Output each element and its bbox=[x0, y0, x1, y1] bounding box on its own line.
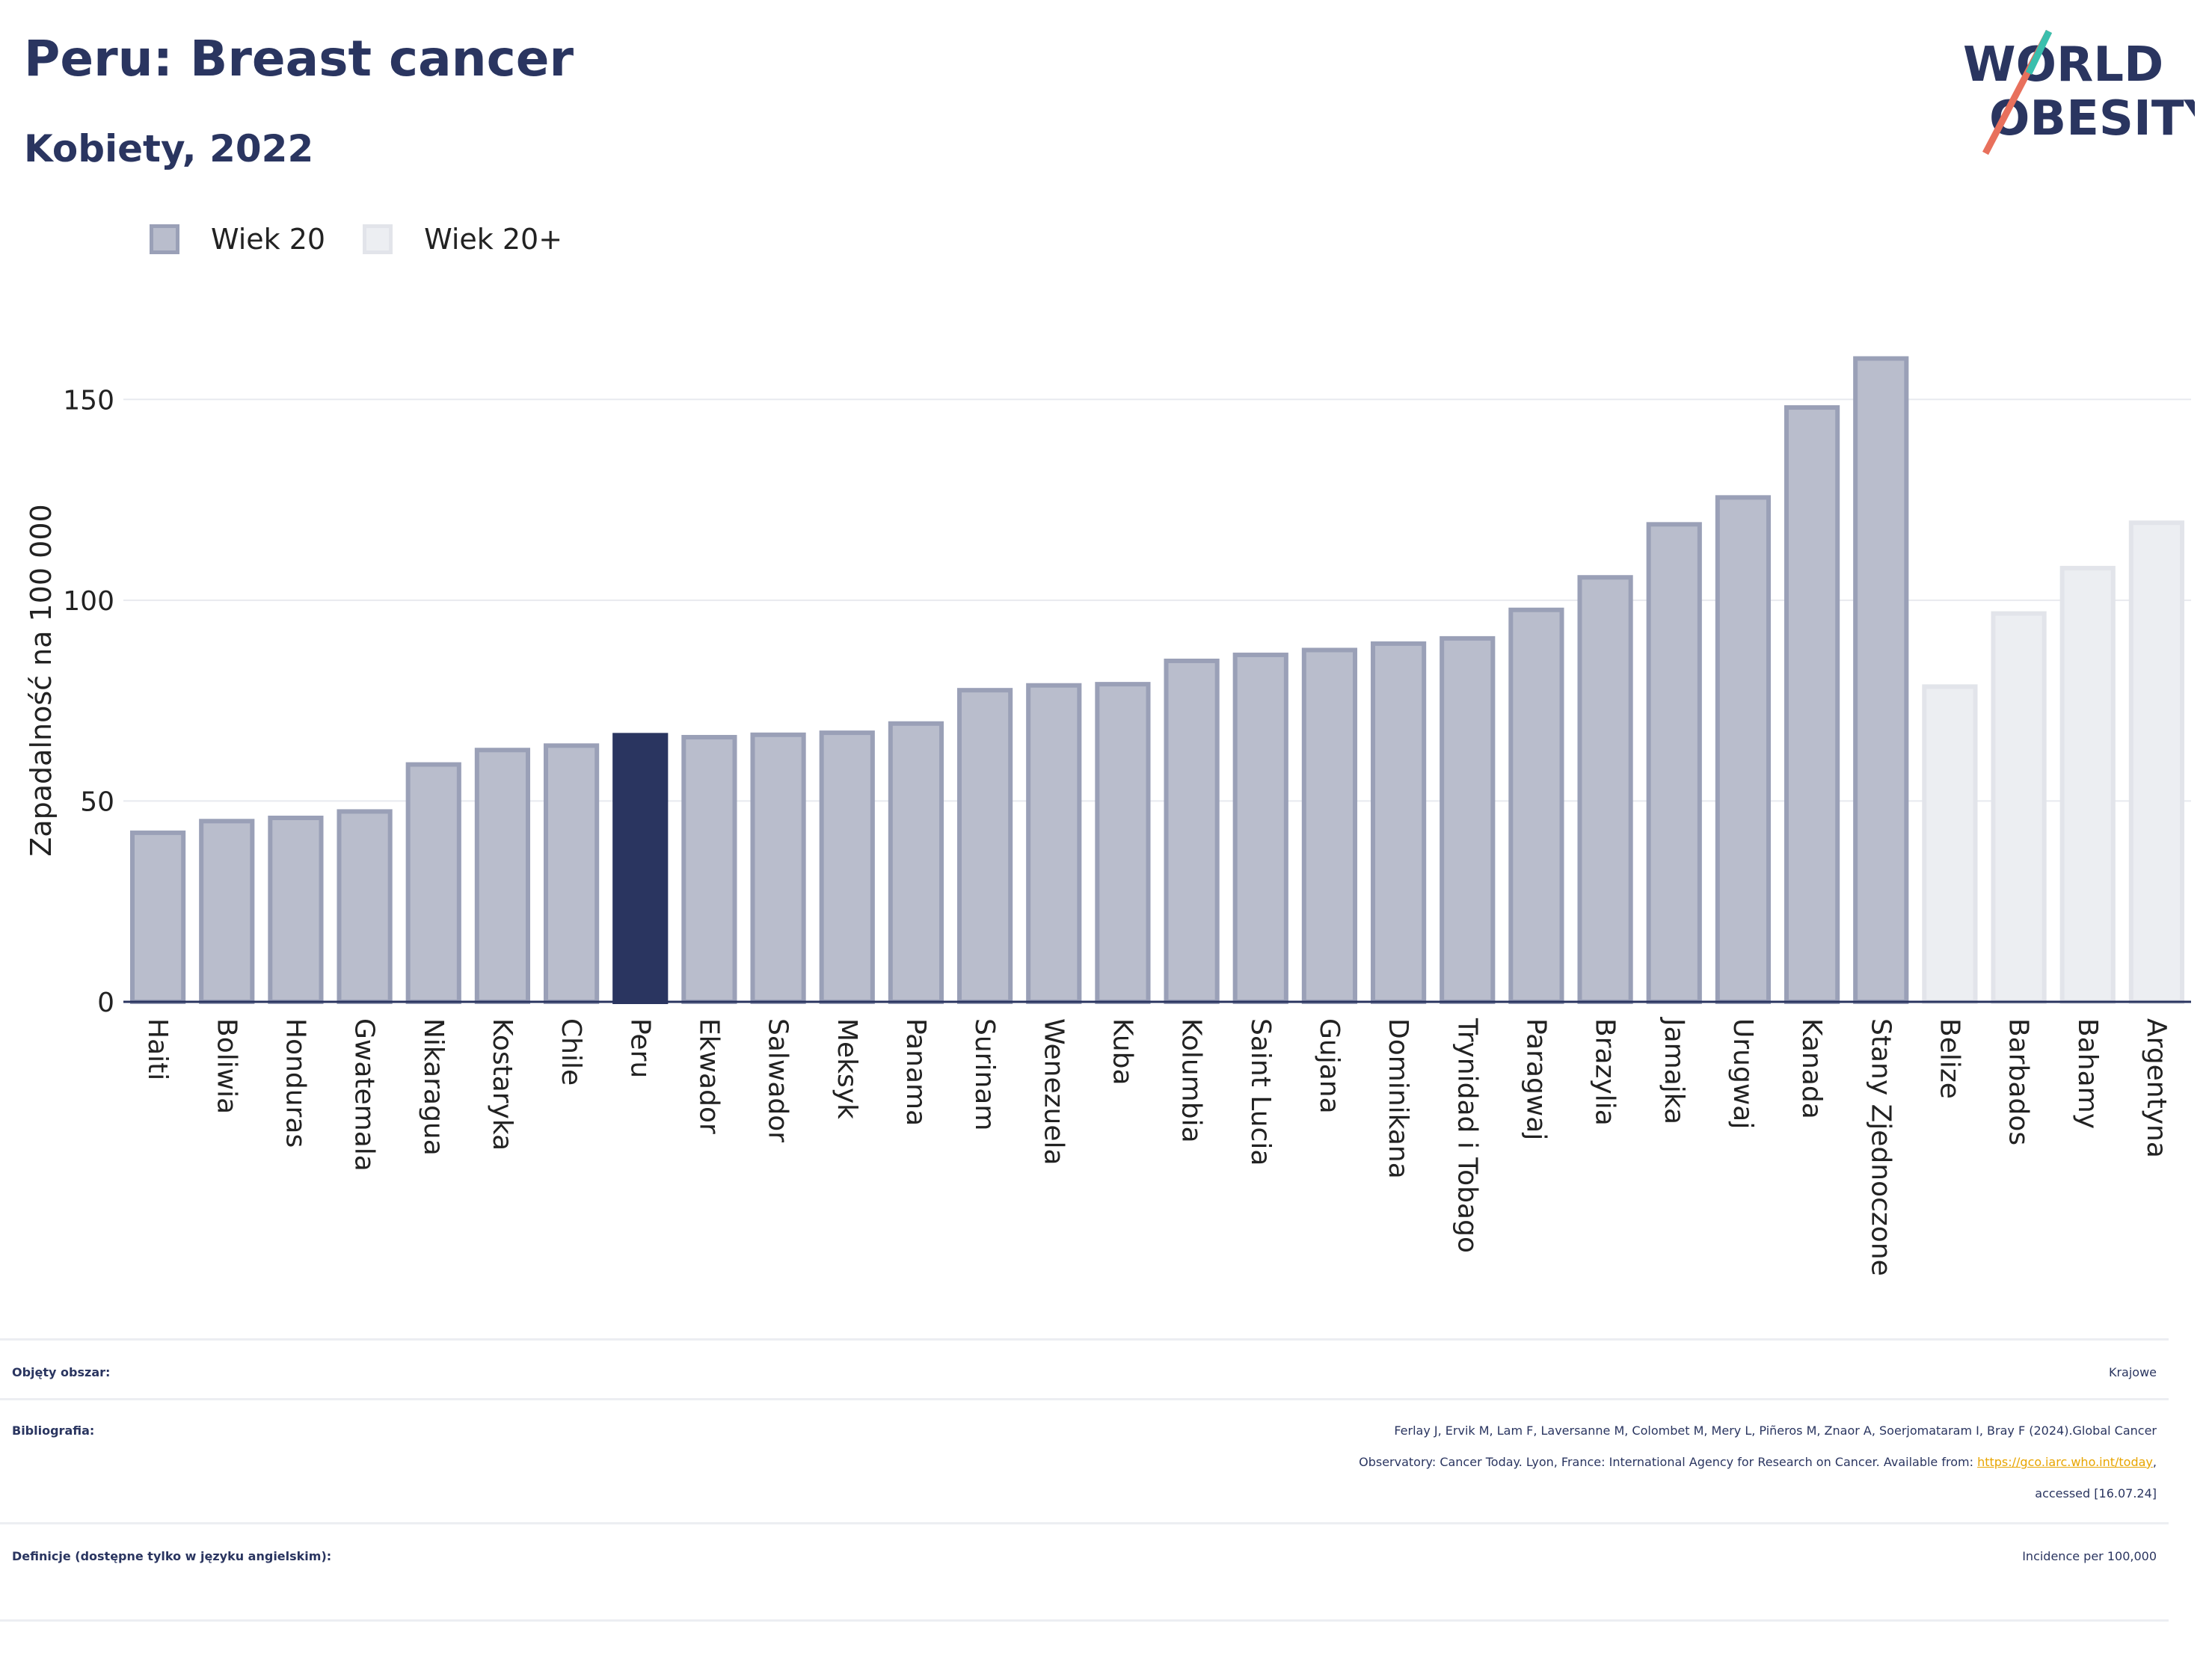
bibliography-link[interactable]: https://gco.iarc.who.int/today bbox=[1977, 1455, 2153, 1469]
bar-dominikana bbox=[1370, 641, 1427, 1004]
legend-swatch bbox=[363, 224, 393, 254]
x-tick-label: Meksyk bbox=[832, 1018, 862, 1119]
area-label: Objęty obszar: bbox=[12, 1365, 111, 1379]
bar-salwador bbox=[750, 732, 806, 1004]
x-tick-label: Boliwia bbox=[211, 1018, 242, 1114]
bar-surinam bbox=[956, 688, 1013, 1004]
x-tick-label: Urugwaj bbox=[1727, 1018, 1758, 1129]
legend-label: Wiek 20+ bbox=[424, 223, 563, 256]
x-tick-label: Wenezuela bbox=[1038, 1018, 1069, 1166]
legend-item-wiek-20[interactable]: Wiek 20 bbox=[150, 223, 325, 256]
x-tick-label: Panama bbox=[900, 1018, 931, 1126]
bar-haiti bbox=[129, 830, 186, 1004]
bar-kuba bbox=[1095, 682, 1151, 1004]
bar-paragwaj bbox=[1508, 607, 1564, 1004]
bibliography-line-3: accessed [16.07.24] bbox=[2035, 1486, 2157, 1500]
bar-jamajka bbox=[1646, 522, 1702, 1004]
bar-kanada bbox=[1784, 405, 1840, 1004]
info-row-bibliography: Bibliografia: Ferlay J, Ervik M, Lam F, … bbox=[0, 1398, 2169, 1524]
bibliography-line-2: Observatory: Cancer Today. Lyon, France:… bbox=[511, 1447, 2157, 1478]
world-obesity-logo: WORLD OBESITY bbox=[1963, 30, 2195, 156]
bar-belize bbox=[1922, 684, 1978, 1004]
x-tick-label: Gujana bbox=[1314, 1018, 1345, 1114]
x-tick-label: Dominikana bbox=[1383, 1018, 1413, 1179]
x-tick-label: Kuba bbox=[1107, 1018, 1137, 1086]
bar-stany-zjednoczone bbox=[1853, 356, 1909, 1005]
x-tick-label: Jamajka bbox=[1659, 1017, 1689, 1124]
bar-kostaryka bbox=[474, 748, 531, 1004]
bibliography-comma: , bbox=[2152, 1455, 2157, 1469]
logo-word-1: WORLD bbox=[1963, 37, 2163, 93]
bibliography-value: Ferlay J, Ervik M, Lam F, Laversanne M, … bbox=[511, 1415, 2157, 1509]
bar-wenezuela bbox=[1026, 683, 1082, 1005]
y-tick-label: 150 bbox=[63, 385, 114, 416]
bar-panama bbox=[888, 721, 944, 1004]
bar-urugwaj bbox=[1715, 495, 1772, 1004]
x-tick-label: Nikaragua bbox=[418, 1018, 449, 1156]
x-tick-label: Peru bbox=[624, 1018, 655, 1078]
bar-kolumbia bbox=[1164, 658, 1220, 1004]
x-tick-label: Trynidad i Tobago bbox=[1451, 1018, 1482, 1253]
bar-ekwador bbox=[681, 735, 737, 1004]
bar-trynidad-i-tobago bbox=[1440, 635, 1496, 1004]
bar-barbados bbox=[1991, 611, 2047, 1004]
bar-bahamy bbox=[2059, 565, 2116, 1004]
definitions-label: Definicje (dostępne tylko w języku angie… bbox=[12, 1549, 332, 1563]
x-tick-label: Belize bbox=[1934, 1018, 1964, 1099]
x-tick-label: Honduras bbox=[280, 1018, 310, 1148]
legend-label: Wiek 20 bbox=[211, 223, 326, 256]
bibliography-text: Observatory: Cancer Today. Lyon, France:… bbox=[1359, 1455, 1978, 1469]
legend-swatch bbox=[150, 224, 179, 254]
page-subtitle: Kobiety, 2022 bbox=[24, 127, 314, 170]
x-tick-label: Surinam bbox=[969, 1018, 1000, 1130]
bibliography-line-1: Ferlay J, Ervik M, Lam F, Laversanne M, … bbox=[1394, 1423, 2157, 1438]
x-tick-label: Kolumbia bbox=[1176, 1018, 1207, 1143]
bibliography-label: Bibliografia: bbox=[12, 1423, 95, 1438]
x-tick-label: Stany Zjednoczone bbox=[1865, 1018, 1896, 1276]
bar-chart: 0 50 100 150 Zapadalność na 100 000 Haiti Boli… bbox=[25, 356, 2191, 1276]
x-tick-label: Brazylia bbox=[1590, 1018, 1620, 1126]
bar-boliwia bbox=[199, 819, 255, 1004]
x-tick-label: Bahamy bbox=[2072, 1018, 2103, 1129]
bar-argentyna bbox=[2128, 520, 2185, 1004]
bar-gwatemala bbox=[337, 809, 393, 1004]
x-tick-label: Barbados bbox=[2003, 1018, 2034, 1145]
x-tick-label: Haiti bbox=[142, 1018, 173, 1080]
bar-saint-lucia bbox=[1232, 652, 1288, 1004]
y-tick-label: 0 bbox=[97, 988, 114, 1018]
bar-honduras bbox=[268, 815, 324, 1005]
bar-brazylia bbox=[1577, 575, 1633, 1004]
bar-gujana bbox=[1301, 647, 1358, 1004]
area-value: Krajowe bbox=[2108, 1365, 2157, 1379]
bar-meksyk bbox=[819, 730, 875, 1004]
page-title: Peru: Breast cancer bbox=[24, 30, 574, 87]
y-tick-label: 100 bbox=[63, 586, 114, 617]
y-tick-label: 50 bbox=[80, 787, 114, 817]
chart-legend: Wiek 20 Wiek 20+ bbox=[150, 223, 600, 256]
x-tick-label: Argentyna bbox=[2141, 1018, 2172, 1158]
x-tick-label: Gwatemala bbox=[349, 1018, 380, 1172]
y-axis-label: Zapadalność na 100 000 bbox=[25, 504, 58, 856]
logo-word-2: OBESITY bbox=[1989, 91, 2195, 147]
bar-peru bbox=[612, 733, 669, 1005]
x-tick-label: Salwador bbox=[763, 1018, 793, 1142]
x-tick-label: Paragwaj bbox=[1520, 1018, 1551, 1140]
definitions-value: Incidence per 100,000 bbox=[2022, 1549, 2157, 1563]
info-row-definitions: Definicje (dostępne tylko w języku angie… bbox=[0, 1522, 2169, 1622]
x-tick-label: Kostaryka bbox=[487, 1018, 517, 1151]
info-row-area: Objęty obszar: Krajowe bbox=[0, 1338, 2169, 1400]
x-tick-label: Chile bbox=[556, 1018, 586, 1086]
x-tick-label: Saint Lucia bbox=[1245, 1018, 1276, 1166]
legend-item-wiek-20-plus[interactable]: Wiek 20+ bbox=[363, 223, 562, 256]
logo-slash-teal bbox=[2025, 30, 2053, 75]
bar-chile bbox=[543, 743, 600, 1004]
bar-nikaragua bbox=[405, 762, 461, 1004]
x-tick-label: Ekwador bbox=[693, 1018, 724, 1134]
info-table-bottom-border bbox=[0, 1619, 2169, 1623]
x-tick-label: Kanada bbox=[1796, 1018, 1827, 1119]
